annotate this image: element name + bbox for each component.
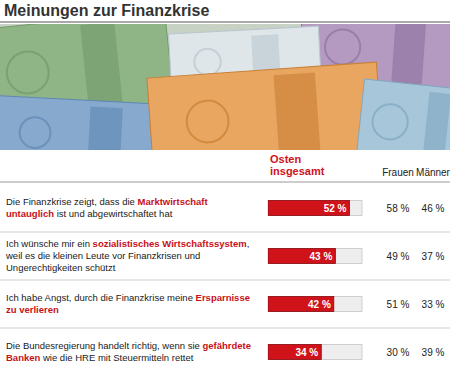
statement-text: Die Finanzkrise zeigt, dass die xyxy=(6,196,137,207)
statement-text: Ich habe Angst, durch die Finanzkrise me… xyxy=(6,292,196,303)
bar xyxy=(268,201,349,216)
statement-body: Die Bundesregierung handelt richtig, wen… xyxy=(6,340,258,364)
banknote-body xyxy=(356,79,450,150)
banknote xyxy=(147,62,383,150)
statement-body: Ich wünsche mir ein sozialistisches Wirt… xyxy=(6,238,258,274)
chart-svg: Meinungen zur Finanzkrise 52 % 43 % 42 % 34 … xyxy=(0,0,450,376)
banknote-band xyxy=(422,92,450,150)
bar-label: 42 % xyxy=(308,299,331,310)
statement: Die Bundesregierung handelt richtig, wen… xyxy=(6,328,258,376)
banknote-band xyxy=(87,107,122,150)
bar-label: 43 % xyxy=(310,251,333,262)
header-rule xyxy=(0,182,450,183)
banknote-seal xyxy=(185,99,230,144)
statement-text: ist und abgewirtschaftet hat xyxy=(54,208,172,219)
column-header: Männer xyxy=(416,167,450,178)
banknote xyxy=(356,79,450,150)
banknote-seal xyxy=(5,49,51,95)
banknote-body xyxy=(0,95,172,150)
column-value: 30 % xyxy=(387,347,410,358)
column-value: 58 % xyxy=(387,203,410,214)
row-rule xyxy=(0,328,450,329)
column-value: 46 % xyxy=(422,203,445,214)
statement-emphasis: sozialistisches Wirtschafts­system xyxy=(93,238,247,249)
banknote-seal xyxy=(324,28,362,66)
column-value: 51 % xyxy=(387,299,410,310)
bar-track xyxy=(268,297,362,312)
value-range xyxy=(268,201,362,360)
title-rule xyxy=(0,21,450,23)
banknote-band xyxy=(80,24,123,108)
bar-track xyxy=(268,201,362,216)
statement: Ich habe Angst, durch die Finanzkrise me… xyxy=(6,280,258,328)
banknote xyxy=(0,95,172,150)
bar-track xyxy=(268,345,362,360)
statement-body: Die Finanzkrise zeigt, dass die Marktwir… xyxy=(6,196,258,220)
banknote-seal xyxy=(194,48,222,76)
bar-label: 34 % xyxy=(295,347,318,358)
statement-body: Ich habe Angst, durch die Finanzkrise me… xyxy=(6,292,258,316)
banknote-band xyxy=(274,72,321,150)
bar xyxy=(268,249,335,264)
banknote-seal xyxy=(19,116,51,148)
banknote-body xyxy=(147,62,383,150)
column-value: 49 % xyxy=(387,251,410,262)
statement-text: Ich wünsche mir ein xyxy=(6,238,93,249)
bars xyxy=(268,201,349,360)
statement-text: Die Bundesregierung handelt richtig, wen… xyxy=(6,340,202,351)
banknote-band xyxy=(391,24,426,87)
bar-track xyxy=(268,249,362,264)
column-value: 33 % xyxy=(422,299,445,310)
column-header: Frauen xyxy=(382,167,414,178)
row-rule xyxy=(0,280,450,281)
title: Meinungen zur Finanzkrise xyxy=(4,2,209,19)
chart-root: Meinungen zur Finanzkrise 52 % 43 % 42 % 34 … xyxy=(0,0,450,376)
column-value: 37 % xyxy=(422,251,445,262)
photo xyxy=(0,24,450,150)
statement: Die Finanzkrise zeigt, dass die Marktwir… xyxy=(6,184,258,232)
bar-labels: 52 % 43 % 42 % 34 % xyxy=(295,203,346,358)
column-value: 39 % xyxy=(422,347,445,358)
statement-text: wie die HRE mit Steuermitteln rettet xyxy=(40,352,193,363)
banknote-seal xyxy=(371,103,410,142)
bar-label: 52 % xyxy=(324,203,347,214)
bar xyxy=(268,345,321,360)
row-rule xyxy=(0,232,450,233)
statement: Ich wünsche mir ein sozialistisches Wirt… xyxy=(6,232,258,280)
bar xyxy=(268,297,334,312)
column-header: Osten insgesamt xyxy=(270,153,340,177)
